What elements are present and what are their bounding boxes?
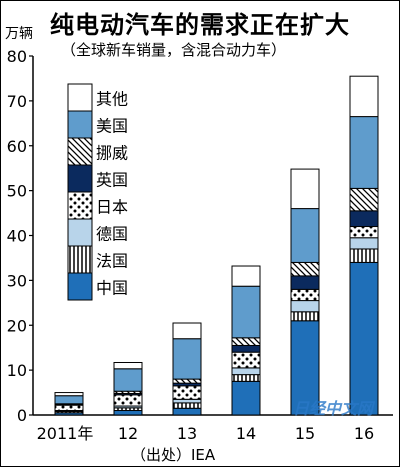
bar-segment-其他 <box>349 75 379 118</box>
bar-segment-美国 <box>231 285 261 339</box>
source-note: （出处）IEA <box>131 446 216 464</box>
y-tick-label: 40 <box>7 227 27 246</box>
legend-label: 中国 <box>96 279 128 298</box>
legend-swatch-挪威 <box>67 137 93 166</box>
bar-segment-日本 <box>349 226 379 239</box>
bar-segment-中国 <box>349 261 379 416</box>
legend-swatch-日本 <box>67 191 93 220</box>
bar-segment-挪威 <box>172 378 202 384</box>
chart-title: 纯电动汽车的需求正在扩大 <box>50 11 350 39</box>
bar-segment-中国 <box>113 410 143 416</box>
bar-segment-日本 <box>54 404 84 412</box>
bar-segment-德国 <box>172 398 202 404</box>
bar-segment-法国 <box>231 374 261 382</box>
legend-swatch-中国 <box>67 272 93 301</box>
y-tick-label: 80 <box>7 47 27 66</box>
x-tick-label: 12 <box>118 424 138 443</box>
bar-segment-日本 <box>290 288 320 302</box>
y-tick-label: 30 <box>7 271 27 290</box>
bar-segment-日本 <box>231 351 261 369</box>
y-tick-label: 20 <box>7 316 27 335</box>
legend-swatch-美国 <box>67 110 93 139</box>
bar-segment-美国 <box>113 368 143 392</box>
bar-segment-法国 <box>290 311 320 322</box>
x-tick-label: 14 <box>236 424 256 443</box>
bar-segment-中国 <box>231 380 261 416</box>
y-tick-label: 50 <box>7 182 27 201</box>
x-tick-label: 15 <box>295 424 315 443</box>
bar-segment-英国 <box>349 210 379 228</box>
y-tick-label: 60 <box>7 137 27 156</box>
bar-segment-日本 <box>113 394 143 407</box>
y-tick-label: 70 <box>7 92 27 111</box>
bar-segment-挪威 <box>231 337 261 346</box>
bar-segment-美国 <box>54 395 84 405</box>
bar-segment-德国 <box>231 367 261 376</box>
legend-label: 日本 <box>96 198 128 217</box>
bar-segment-日本 <box>172 385 202 400</box>
legend-swatch-其他 <box>67 83 93 112</box>
legend-label: 英国 <box>96 171 128 190</box>
legend-swatch-英国 <box>67 164 93 193</box>
legend-label: 法国 <box>96 252 128 271</box>
bar-segment-中国 <box>172 407 202 416</box>
bar-segment-英国 <box>231 344 261 353</box>
bar-segment-美国 <box>172 338 202 380</box>
bar-segment-德国 <box>290 300 320 313</box>
y-axis-unit: 万辆 <box>5 26 33 42</box>
bar-segment-挪威 <box>349 187 379 212</box>
watermark-logo: 日经中文网 <box>293 399 374 418</box>
x-tick-label: 2011年 <box>37 424 94 443</box>
y-tick-label: 10 <box>7 361 27 380</box>
bar-segment-其他 <box>172 322 202 340</box>
bar-segment-德国 <box>349 237 379 250</box>
bar-segment-其他 <box>290 168 320 210</box>
bar-segment-其他 <box>113 361 143 370</box>
bar-segment-法国 <box>172 402 202 409</box>
bar-segment-美国 <box>349 116 379 189</box>
chart-subtitle: （全球新车销量，含混合动力车） <box>61 41 287 59</box>
bar-segment-其他 <box>54 392 84 397</box>
bar-segment-法国 <box>349 248 379 263</box>
legend-label: 其他 <box>96 90 128 109</box>
legend-label: 挪威 <box>96 144 128 163</box>
legend-swatch-德国 <box>67 218 93 247</box>
y-tick-label: 0 <box>17 406 27 425</box>
bar-segment-其他 <box>231 265 261 287</box>
bar-segment-英国 <box>290 275 320 290</box>
x-tick-label: 13 <box>177 424 197 443</box>
bar-segment-中国 <box>290 320 320 416</box>
bar-segment-美国 <box>290 208 320 263</box>
legend-label: 德国 <box>96 225 128 244</box>
x-tick-label: 16 <box>354 424 374 443</box>
legend-swatch-法国 <box>67 245 93 274</box>
legend-label: 美国 <box>96 117 128 136</box>
bar-segment-挪威 <box>290 261 320 277</box>
